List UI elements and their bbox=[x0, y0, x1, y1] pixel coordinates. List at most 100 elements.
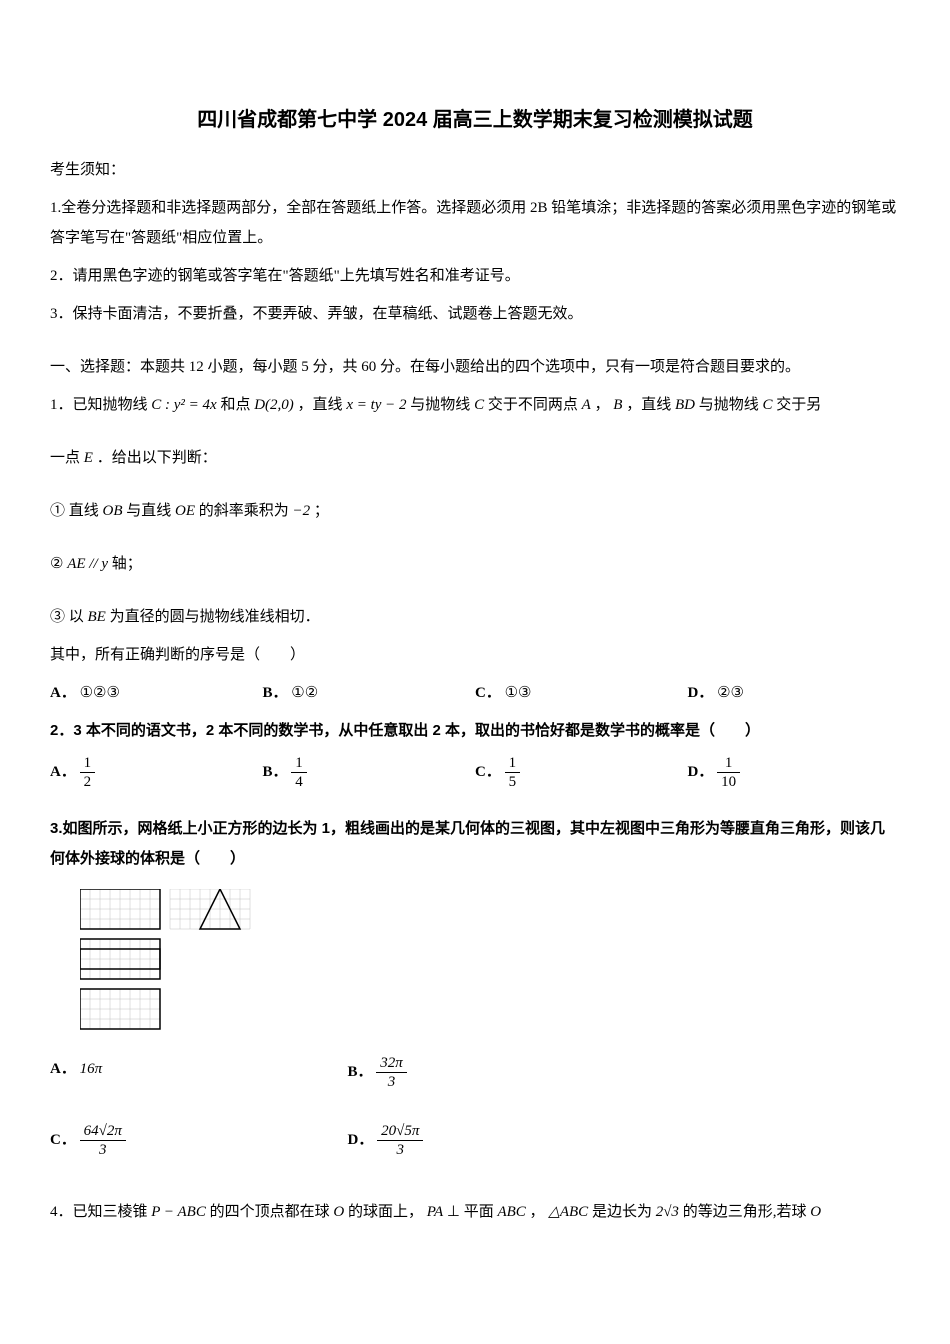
question-2: 2．3 本不同的语文书，2 本不同的数学书，从中任意取出 2 本，取出的书恰好都… bbox=[50, 716, 900, 746]
q3-optB-den: 3 bbox=[376, 1073, 407, 1091]
question-2-options: A． 1 2 B． 1 4 C． 1 5 D． 1 10 bbox=[50, 754, 900, 791]
question-3-options-row1: A． 16π B． 32π 3 bbox=[50, 1054, 645, 1091]
q2-optC-num: 1 bbox=[505, 754, 521, 773]
q2-optA-den: 2 bbox=[80, 773, 96, 791]
question-1-options: A． ①②③ B． ①② C． ①③ D． ②③ bbox=[50, 678, 900, 708]
question-1-stmt1: ① 直线 OB 与直线 OE 的斜率乘积为 −2 ； bbox=[50, 496, 900, 526]
q2-option-a: A． 1 2 bbox=[50, 754, 263, 791]
q1-ae: AE // y bbox=[67, 556, 108, 572]
q4-o2: O bbox=[810, 1204, 821, 1220]
q3-option-c: C． 64√2π 3 bbox=[50, 1122, 348, 1159]
q1-a: A bbox=[582, 397, 591, 413]
three-views-diagram bbox=[80, 889, 900, 1039]
q1-mid1: 和点 bbox=[220, 397, 254, 413]
q4-mid1: 的四个顶点都在球 bbox=[210, 1204, 334, 1220]
q3-optC-num: 64√2π bbox=[80, 1122, 126, 1141]
q4-tri: △ABC bbox=[548, 1204, 588, 1220]
q1-comma1: ， bbox=[595, 397, 610, 413]
q3-optC-den: 3 bbox=[80, 1141, 126, 1159]
question-1-conclusion: 其中，所有正确判断的序号是（ ） bbox=[50, 640, 900, 670]
q4-mid2: 的球面上， bbox=[348, 1204, 423, 1220]
option-label-c: C． bbox=[50, 1132, 76, 1148]
option-label-b: B． bbox=[263, 685, 288, 701]
q1-stmt1-mid2: 的斜率乘积为 bbox=[199, 503, 293, 519]
option-label-d: D． bbox=[688, 685, 714, 701]
page-title: 四川省成都第七中学 2024 届高三上数学期末复习检测模拟试题 bbox=[50, 100, 900, 140]
q1-mid7: 交于另 bbox=[776, 397, 821, 413]
q1-ob: OB bbox=[103, 503, 123, 519]
notice-2: 2．请用黑色字迹的钢笔或答字笔在"答题纸"上先填写姓名和准考证号。 bbox=[50, 261, 900, 291]
q2-optD-num: 1 bbox=[717, 754, 740, 773]
q1-stmt1-suffix: ； bbox=[314, 503, 329, 519]
q2-optC-den: 5 bbox=[505, 773, 521, 791]
option-label-b: B． bbox=[263, 764, 288, 780]
q3-optD-den: 3 bbox=[377, 1141, 423, 1159]
q1-stmt2-prefix: ② bbox=[50, 556, 67, 572]
q1-prefix: 1．已知抛物线 bbox=[50, 397, 148, 413]
q2-option-b: B． 1 4 bbox=[263, 754, 476, 791]
option-label-c: C． bbox=[475, 764, 501, 780]
q1-line2-prefix: 一点 bbox=[50, 450, 84, 466]
q4-pabc: P − ABC bbox=[151, 1204, 206, 1220]
q1-c1: C bbox=[474, 397, 484, 413]
option-label-b: B． bbox=[348, 1064, 373, 1080]
q4-val: 2√3 bbox=[656, 1204, 679, 1220]
q2-optB-num: 1 bbox=[291, 754, 307, 773]
q4-mid3: 是边长为 bbox=[592, 1204, 656, 1220]
q1-formula1: C : y² = 4x bbox=[151, 397, 216, 413]
q2-optC-frac: 1 5 bbox=[505, 754, 521, 791]
question-3: 3.如图所示，网格纸上小正方形的边长为 1，粗线画出的是某几何体的三视图，其中左… bbox=[50, 814, 900, 874]
q2-optD-frac: 1 10 bbox=[717, 754, 740, 791]
q2-option-c: C． 1 5 bbox=[475, 754, 688, 791]
q4-prefix: 4．已知三棱锥 bbox=[50, 1204, 151, 1220]
q3-optC-frac: 64√2π 3 bbox=[80, 1122, 126, 1159]
q3-optD-frac: 20√5π 3 bbox=[377, 1122, 423, 1159]
q4-mid4: 的等边三角形,若球 bbox=[683, 1204, 811, 1220]
q1-mid6: 与抛物线 bbox=[699, 397, 763, 413]
q1-oe: OE bbox=[175, 503, 195, 519]
q1-formula2: D(2,0) bbox=[254, 397, 294, 413]
q1-formula3: x = ty − 2 bbox=[346, 397, 406, 413]
section-1-heading: 一、选择题：本题共 12 小题，每小题 5 分，共 60 分。在每小题给出的四个… bbox=[50, 352, 900, 382]
q4-o1: O bbox=[333, 1204, 344, 1220]
question-1-stmt3: ③ 以 BE 为直径的圆与抛物线准线相切． bbox=[50, 602, 900, 632]
notice-3: 3．保持卡面清洁，不要折叠，不要弄破、弄皱，在草稿纸、试题卷上答题无效。 bbox=[50, 299, 900, 329]
q1-option-c: C． ①③ bbox=[475, 678, 688, 708]
question-1-stmt2: ② AE // y 轴； bbox=[50, 549, 900, 579]
q2-optB-den: 4 bbox=[291, 773, 307, 791]
question-1-line2: 一点 E ．给出以下判断： bbox=[50, 443, 900, 473]
q1-stmt3-prefix: ③ 以 bbox=[50, 609, 88, 625]
q3-optB-frac: 32π 3 bbox=[376, 1054, 407, 1091]
q4-comma: ， bbox=[530, 1204, 545, 1220]
q1-stmt3-suffix: 为直径的圆与抛物线准线相切． bbox=[110, 609, 320, 625]
q3-option-d: D． 20√5π 3 bbox=[348, 1122, 646, 1159]
q4-abc1: ABC bbox=[497, 1204, 525, 1220]
q4-perp: ⊥ 平面 bbox=[447, 1204, 498, 1220]
q1-b: B bbox=[613, 397, 622, 413]
q2-optA-num: 1 bbox=[80, 754, 96, 773]
q1-c2: C bbox=[762, 397, 772, 413]
option-label-a: A． bbox=[50, 764, 76, 780]
q1-optD-text: ②③ bbox=[717, 685, 744, 701]
option-label-c: C． bbox=[475, 685, 501, 701]
q4-pa: PA bbox=[427, 1204, 443, 1220]
q1-option-b: B． ①② bbox=[263, 678, 476, 708]
q1-optC-text: ①③ bbox=[505, 685, 532, 701]
q1-bd: BD bbox=[675, 397, 695, 413]
q2-option-d: D． 1 10 bbox=[688, 754, 901, 791]
q2-optD-den: 10 bbox=[717, 773, 740, 791]
q1-option-a: A． ①②③ bbox=[50, 678, 263, 708]
q3-option-b: B． 32π 3 bbox=[348, 1054, 646, 1091]
q1-optB-text: ①② bbox=[291, 685, 318, 701]
q1-be: BE bbox=[88, 609, 106, 625]
option-label-a: A． bbox=[50, 685, 76, 701]
q3-option-a: A． 16π bbox=[50, 1054, 348, 1091]
q1-neg2: −2 bbox=[293, 503, 311, 519]
option-label-d: D． bbox=[348, 1132, 374, 1148]
q2-optB-frac: 1 4 bbox=[291, 754, 307, 791]
option-label-d: D． bbox=[688, 764, 714, 780]
q1-option-d: D． ②③ bbox=[688, 678, 901, 708]
q1-mid2: ，直线 bbox=[298, 397, 347, 413]
question-3-options-row2: C． 64√2π 3 D． 20√5π 3 bbox=[50, 1122, 645, 1159]
question-4: 4．已知三棱锥 P − ABC 的四个顶点都在球 O 的球面上， PA ⊥ 平面… bbox=[50, 1197, 900, 1227]
